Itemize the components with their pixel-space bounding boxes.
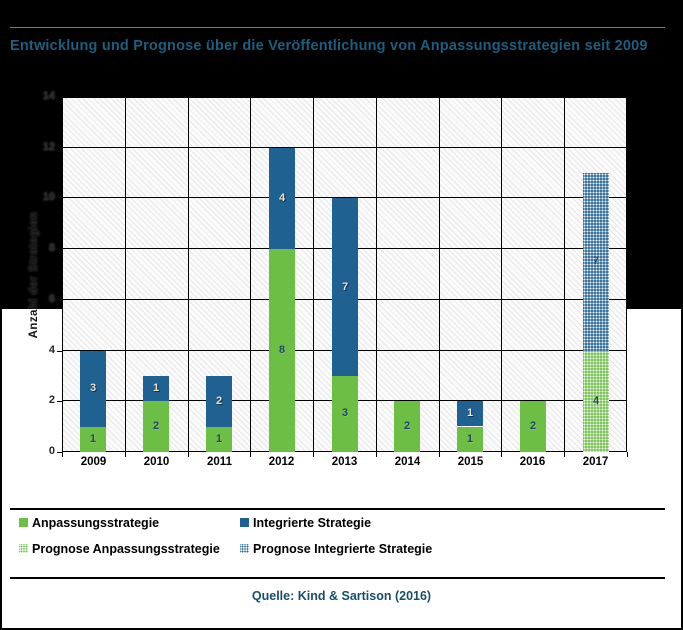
- y-tick-label: 8: [48, 242, 55, 254]
- bar-value-label: 2: [529, 420, 537, 432]
- y-tick-mark: [57, 249, 62, 250]
- y-tick-mark: [57, 351, 62, 352]
- gridline-vertical: [439, 97, 440, 452]
- bar-segment-2011-2: [206, 376, 232, 427]
- bar-segment-2009-2: [80, 351, 106, 427]
- bar-value-label: 4: [278, 192, 286, 204]
- bar-value-label: 7: [341, 281, 349, 293]
- bar-segment-2013-1: [332, 376, 358, 452]
- y-tick-label: 0: [48, 445, 55, 457]
- gridline-vertical: [125, 97, 126, 452]
- gridline-vertical: [564, 97, 565, 452]
- gridline-vertical: [313, 97, 314, 452]
- bar-value-label: 2: [215, 395, 223, 407]
- chart-title: Entwicklung und Prognose über die Veröff…: [10, 38, 648, 54]
- gridline-horizontal: [62, 197, 627, 199]
- legend-top-divider: [10, 508, 665, 510]
- x-category-label: 2011: [207, 456, 232, 468]
- y-tick-mark: [57, 300, 62, 301]
- bar-segment-2012-2: [269, 148, 295, 249]
- bar-value-label: 1: [215, 433, 223, 445]
- x-tick-mark: [439, 452, 440, 457]
- x-tick-mark: [627, 452, 628, 457]
- legend-marker-solid: [240, 518, 249, 527]
- y-tick-label: 4: [48, 344, 55, 356]
- bar-value-label: 1: [89, 433, 97, 445]
- y-tick-mark: [57, 198, 62, 199]
- legend-item: Prognose Anpassungsstrategie: [19, 542, 220, 556]
- legend-marker-solid: [19, 518, 28, 527]
- bar-segment-2017-4: [583, 173, 609, 351]
- bar-segment-2016-1: [520, 401, 546, 452]
- legend-marker-dotted: [19, 544, 28, 553]
- bar-segment-2014-1: [394, 401, 420, 452]
- bar-segment-2010-2: [143, 376, 169, 401]
- bar-value-label: 1: [466, 407, 474, 419]
- gridline-horizontal: [62, 146, 627, 148]
- x-tick-mark: [564, 452, 565, 457]
- bar-segment-2015-1: [457, 427, 483, 452]
- legend-bottom-divider: [10, 577, 665, 579]
- y-tick-label: 2: [48, 394, 55, 406]
- gridline-horizontal: [62, 97, 627, 98]
- bar-value-label: 8: [278, 344, 286, 356]
- legend-label: Integrierte Strategie: [253, 516, 372, 530]
- bar-segment-2015-2: [457, 401, 483, 426]
- bar-value-label: 3: [89, 382, 97, 394]
- x-category-label: 2009: [80, 456, 107, 468]
- top-divider-line: [10, 27, 665, 28]
- y-tick-mark: [57, 148, 62, 149]
- y-axis-line: [62, 97, 63, 452]
- gridline-vertical: [626, 97, 627, 452]
- x-tick-mark: [313, 452, 314, 457]
- bar-segment-2010-1: [143, 401, 169, 452]
- bar-segment-2009-1: [80, 427, 106, 452]
- bar-value-label: 4: [592, 395, 600, 407]
- x-tick-mark: [188, 452, 189, 457]
- y-tick-label: 6: [48, 293, 55, 305]
- bar-segment-2017-3: [583, 351, 609, 452]
- bar-value-label: 2: [403, 420, 411, 432]
- x-category-label: 2016: [519, 456, 546, 468]
- x-tick-mark: [62, 452, 63, 457]
- bar-value-label: 2: [152, 420, 160, 432]
- gridline-vertical: [376, 97, 377, 452]
- x-tick-mark: [376, 452, 377, 457]
- x-tick-mark: [501, 452, 502, 457]
- legend-item: Prognose Integrierte Strategie: [240, 542, 432, 556]
- bar-value-label: 7: [592, 255, 600, 267]
- bar-value-label: 1: [152, 382, 160, 394]
- source-citation: Quelle: Kind & Sartison (2016): [251, 589, 432, 603]
- gridline-vertical: [501, 97, 502, 452]
- x-tick-mark: [125, 452, 126, 457]
- legend-item: Anpassungsstrategie: [19, 516, 159, 530]
- legend-item: Integrierte Strategie: [240, 516, 371, 530]
- bar-value-label: 3: [341, 407, 349, 419]
- gridline-vertical: [188, 97, 189, 452]
- x-tick-mark: [250, 452, 251, 457]
- legend-label: Prognose Anpassungsstrategie: [32, 542, 220, 556]
- legend-label: Anpassungsstrategie: [32, 516, 160, 530]
- x-category-label: 2015: [457, 456, 484, 468]
- y-tick-label: 12: [42, 141, 55, 153]
- y-tick-label: 10: [42, 191, 55, 203]
- bar-segment-2012-1: [269, 249, 295, 452]
- gridline-vertical: [250, 97, 251, 452]
- x-category-label: 2017: [582, 456, 609, 468]
- bar-segment-2013-2: [332, 198, 358, 376]
- y-tick-mark: [57, 97, 62, 98]
- bar-value-label: 1: [466, 433, 474, 445]
- y-tick-label: 14: [42, 90, 55, 102]
- x-category-label: 2012: [268, 456, 295, 468]
- y-axis-title: Anzahl der Strategien: [28, 211, 40, 339]
- y-tick-mark: [57, 401, 62, 402]
- y-tick-mark: [57, 452, 62, 453]
- x-category-label: 2010: [143, 456, 170, 468]
- bar-segment-2011-1: [206, 427, 232, 452]
- x-category-label: 2014: [394, 456, 421, 468]
- legend-marker-dotted: [240, 544, 249, 553]
- x-category-label: 2013: [331, 456, 358, 468]
- legend-label: Prognose Integrierte Strategie: [253, 542, 433, 556]
